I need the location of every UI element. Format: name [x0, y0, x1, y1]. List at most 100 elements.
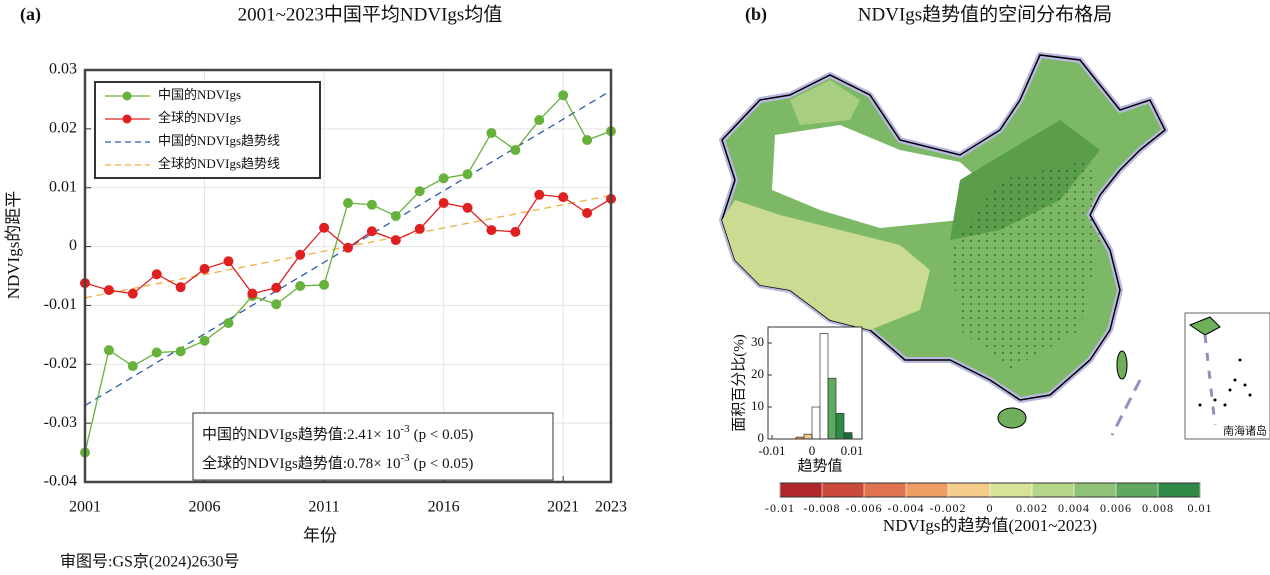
colorbar-segment: [906, 483, 948, 497]
colorbar-segment: [864, 483, 906, 497]
x-tick-label: -0.01: [758, 443, 785, 458]
chart-title: 2001~2023中国平均NDVIgs均值: [238, 3, 503, 25]
data-point: [199, 335, 210, 346]
data-point: [343, 242, 353, 253]
data-point: [175, 282, 186, 293]
x-tick-label: 2011: [308, 499, 339, 516]
colorbar-tick-label: -0.006: [846, 501, 883, 515]
annotation: 全球的NDVIgs趋势值:0.78× 10-3 (p < 0.05): [202, 452, 473, 473]
colorbar-tick-label: 0.006: [1100, 501, 1132, 515]
legend-box: [94, 81, 321, 179]
data-point: [462, 202, 473, 213]
colorbar-tick-label: -0.01: [765, 501, 795, 515]
annotation-tail: (p < 0.05): [414, 456, 474, 472]
x-tick-label: 2023: [595, 499, 627, 516]
data-point: [271, 282, 282, 293]
annotation-exponent: -3: [400, 452, 410, 464]
data-point: [151, 269, 162, 280]
data-point: [462, 169, 473, 180]
colorbar-label: NDVIgs的趋势值(2001~2023): [883, 516, 1097, 535]
y-tick-label: -0.02: [44, 355, 77, 372]
panel-label: (b): [745, 4, 767, 25]
colorbar-segment: [1074, 483, 1116, 497]
x-axis-label: 年份: [303, 526, 337, 545]
data-point: [582, 208, 593, 219]
colorbar-tick-label: 0.004: [1058, 501, 1090, 515]
panel-label: (a): [20, 4, 41, 25]
histogram-ylabel: 面积百分比(%): [730, 334, 747, 432]
histogram-bar: [811, 406, 821, 440]
y-tick-label: 0.01: [49, 178, 77, 195]
colorbar-segment: [780, 483, 822, 497]
data-point: [319, 222, 330, 233]
data-point: [295, 249, 306, 260]
y-tick-label: 0.02: [49, 120, 77, 137]
data-point: [223, 318, 234, 329]
data-point: [534, 115, 545, 126]
x-tick-label: 2016: [428, 499, 460, 516]
annotation-tail: (p < 0.05): [414, 427, 474, 443]
y-tick-label: 0.03: [49, 61, 77, 78]
data-point: [486, 225, 497, 236]
data-point: [438, 173, 449, 184]
data-point: [486, 127, 497, 138]
colorbar-segment: [990, 483, 1032, 497]
data-point: [366, 226, 377, 237]
histogram-frame: [767, 326, 863, 440]
legend-label: 全球的NDVIgs趋势线: [158, 156, 280, 171]
x-tick-label: 0.01: [841, 443, 864, 458]
data-point: [127, 361, 138, 372]
y-tick-label: -0.01: [44, 296, 77, 313]
histogram-bar: [835, 413, 845, 440]
annotation-exponent: -3: [400, 423, 410, 435]
legend-label: 全球的NDVIgs: [158, 110, 241, 125]
legend-label: 中国的NDVIgs: [158, 87, 241, 102]
y-tick-label: 0: [758, 430, 765, 445]
histogram-bar: [819, 333, 829, 440]
colorbar-segment: [1116, 483, 1158, 497]
data-point: [319, 279, 330, 290]
china-map: 南海诸岛: [719, 52, 1270, 440]
colorbar-tick-label: -0.004: [888, 501, 925, 515]
data-point: [534, 189, 545, 200]
colorbar-tick-label: 0.01: [1188, 501, 1213, 515]
x-tick-label: 2001: [69, 499, 101, 516]
colorbar-tick-label: 0.008: [1142, 501, 1174, 515]
annotation-box: [192, 412, 554, 481]
annotation-text: 中国的NDVIgs趋势值:2.41× 10: [202, 426, 400, 443]
annotation: 中国的NDVIgs趋势值:2.41× 10-3 (p < 0.05): [202, 423, 473, 444]
colorbar-tick-label: -0.008: [804, 501, 841, 515]
data-point: [390, 210, 401, 221]
data-point: [151, 347, 162, 358]
data-point: [127, 288, 138, 299]
histogram-bar: [827, 377, 837, 440]
footnote: 审图号:GS京(2024)2630号: [60, 553, 240, 571]
data-point: [558, 192, 569, 203]
x-tick-label: 2021: [547, 499, 579, 516]
data-point: [582, 135, 593, 146]
colorbar-tick-label: 0: [987, 501, 994, 515]
data-point: [295, 281, 306, 292]
data-point: [366, 199, 377, 210]
y-tick-label: 0: [69, 237, 77, 254]
legend-marker: [122, 91, 132, 101]
colorbar-segment: [822, 483, 864, 497]
data-point: [343, 198, 353, 209]
colorbar-tick-label: 0.002: [1016, 501, 1048, 515]
colorbar-segment: [1032, 483, 1074, 497]
data-point: [414, 223, 425, 234]
data-point: [414, 186, 425, 197]
data-point: [558, 90, 569, 101]
colorbar-segment: [1158, 483, 1200, 497]
colorbar-segment: [948, 483, 990, 497]
y-tick-label: -0.03: [44, 414, 77, 431]
data-point: [247, 288, 258, 299]
y-tick-label: -0.04: [44, 473, 77, 490]
data-point: [510, 226, 521, 237]
plot-frame: [83, 68, 613, 484]
histogram-bar: [843, 432, 853, 440]
annotation-text: 全球的NDVIgs趋势值:0.78× 10: [202, 454, 400, 472]
data-point: [223, 256, 234, 267]
colorbar-tick-label: -0.002: [930, 501, 967, 515]
